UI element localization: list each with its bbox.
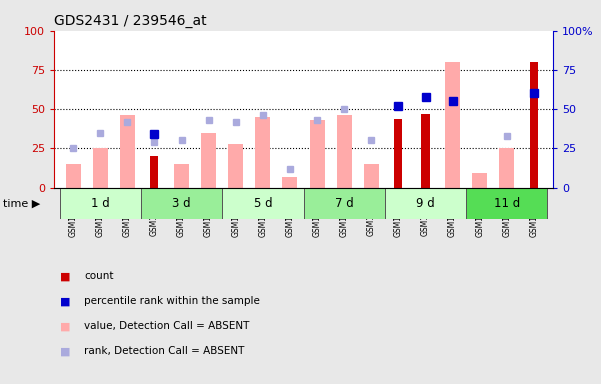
Bar <box>310 120 325 187</box>
Text: rank, Detection Call = ABSENT: rank, Detection Call = ABSENT <box>84 346 245 356</box>
Text: GDS2431 / 239546_at: GDS2431 / 239546_at <box>54 14 207 28</box>
Bar <box>174 164 189 187</box>
Text: percentile rank within the sample: percentile rank within the sample <box>84 296 260 306</box>
Bar <box>255 117 270 187</box>
Text: 3 d: 3 d <box>172 197 191 210</box>
Bar <box>93 148 108 187</box>
Text: ■: ■ <box>60 321 70 331</box>
Text: ■: ■ <box>60 296 70 306</box>
Text: 1 d: 1 d <box>91 197 109 210</box>
Bar <box>228 144 243 187</box>
Text: value, Detection Call = ABSENT: value, Detection Call = ABSENT <box>84 321 249 331</box>
Text: 9 d: 9 d <box>416 197 435 210</box>
Bar <box>421 114 430 187</box>
Bar <box>120 115 135 187</box>
Bar <box>66 164 81 187</box>
Text: ■: ■ <box>60 271 70 281</box>
Text: 5 d: 5 d <box>254 197 272 210</box>
Text: time ▶: time ▶ <box>3 198 40 208</box>
Bar <box>282 177 297 187</box>
Bar <box>445 62 460 187</box>
Bar <box>466 187 548 219</box>
Text: 11 d: 11 d <box>493 197 520 210</box>
Bar <box>385 187 466 219</box>
Bar <box>472 174 487 187</box>
Bar <box>394 119 403 187</box>
Bar <box>499 148 514 187</box>
Text: count: count <box>84 271 114 281</box>
Bar <box>304 187 385 219</box>
Text: 7 d: 7 d <box>335 197 353 210</box>
Bar <box>222 187 304 219</box>
Bar <box>201 132 216 187</box>
Bar <box>530 62 538 187</box>
Bar <box>364 164 379 187</box>
Bar <box>337 115 352 187</box>
Bar <box>59 187 141 219</box>
Bar <box>150 156 159 187</box>
Bar <box>141 187 222 219</box>
Text: ■: ■ <box>60 346 70 356</box>
